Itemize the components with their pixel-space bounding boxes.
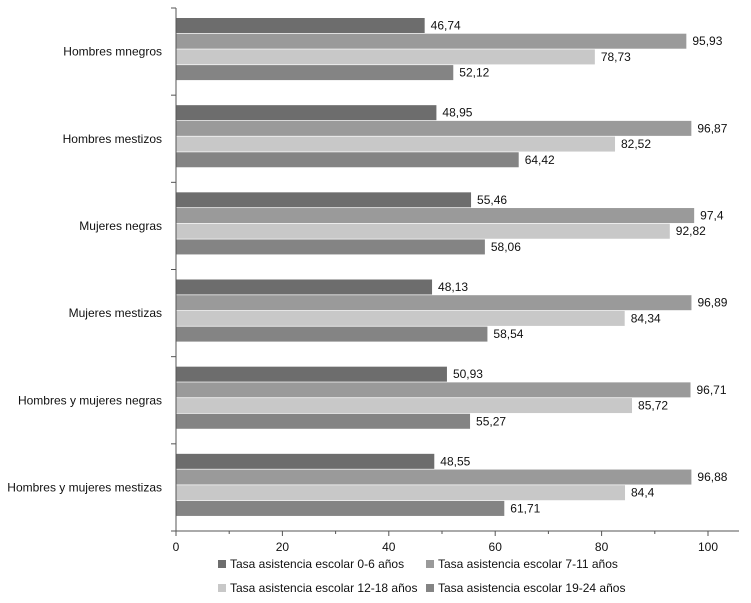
bar (176, 382, 691, 398)
data-label: 48,13 (438, 280, 468, 294)
legend-label: Tasa asistencia escolar 7-11 años (438, 557, 618, 571)
bar (176, 295, 692, 311)
data-labels-layer: 46,74 95,93 78,73 52,12 48,95 96,87 82,52 64,42… (431, 19, 728, 516)
bar (176, 18, 425, 33)
data-label: 55,27 (476, 414, 506, 428)
bar (176, 152, 519, 168)
category-label: Hombres mestizos (63, 132, 162, 146)
data-label: 58,54 (493, 327, 523, 341)
legend-label: Tasa asistencia escolar 0-6 años (230, 557, 404, 571)
data-label: 96,71 (697, 383, 727, 397)
data-label: 96,87 (697, 121, 727, 135)
data-label: 82,52 (621, 137, 651, 151)
data-label: 52,12 (459, 66, 489, 80)
data-label: 96,89 (697, 296, 727, 310)
legend-label: Tasa asistencia escolar 12-18 años (230, 581, 417, 595)
data-label: 92,82 (676, 224, 706, 238)
legend-swatch (426, 560, 434, 568)
bar (176, 366, 447, 382)
bar (176, 398, 633, 414)
bar (176, 469, 692, 485)
legend-label: Tasa asistencia escolar 19-24 años (438, 581, 625, 595)
axes-layer: Hombres mnegros Hombres mestizos Mujeres n… (7, 7, 739, 554)
data-label: 95,93 (692, 34, 722, 48)
legend-swatch (426, 584, 434, 592)
legend-swatch (218, 560, 226, 568)
category-label: Hombres mnegros (63, 45, 162, 59)
data-label: 84,34 (631, 311, 661, 325)
bar (176, 105, 437, 121)
x-tick-label: 0 (173, 540, 180, 554)
bar (176, 453, 435, 469)
data-label: 64,42 (525, 153, 555, 167)
data-label: 55,46 (477, 193, 507, 207)
category-label: Hombres y mujeres mestizas (7, 480, 162, 494)
data-label: 58,06 (491, 240, 521, 254)
data-label: 48,55 (440, 454, 470, 468)
bar (176, 49, 595, 65)
category-label: Mujeres mestizas (69, 306, 162, 320)
bar (176, 65, 454, 81)
data-label: 84,4 (631, 486, 655, 500)
x-tick-label: 20 (276, 540, 290, 554)
bar (176, 33, 687, 49)
bar (176, 239, 485, 255)
bars-layer (176, 18, 695, 516)
bar (176, 223, 670, 239)
bar (176, 192, 472, 208)
x-tick-label: 100 (698, 540, 718, 554)
x-tick-label: 80 (595, 540, 609, 554)
data-label: 50,93 (453, 367, 483, 381)
category-label: Mujeres negras (79, 219, 162, 233)
bar (176, 136, 616, 152)
legend: Tasa asistencia escolar 0-6 años Tasa asi… (218, 557, 625, 595)
category-label: Hombres y mujeres negras (18, 393, 162, 407)
data-label: 61,71 (510, 501, 540, 515)
data-label: 96,88 (697, 470, 727, 484)
data-label: 85,72 (638, 399, 668, 413)
x-tick-label: 60 (489, 540, 503, 554)
data-label: 97,4 (700, 209, 724, 223)
bar (176, 279, 433, 295)
bar (176, 500, 505, 516)
bar (176, 310, 625, 326)
data-label: 48,95 (442, 106, 472, 120)
legend-swatch (218, 584, 226, 592)
bar (176, 413, 471, 429)
data-label: 46,74 (431, 19, 461, 33)
bar (176, 120, 692, 136)
x-tick-label: 40 (382, 540, 396, 554)
bar (176, 208, 695, 224)
data-label: 78,73 (601, 50, 631, 64)
bar (176, 326, 488, 342)
bar (176, 485, 626, 501)
